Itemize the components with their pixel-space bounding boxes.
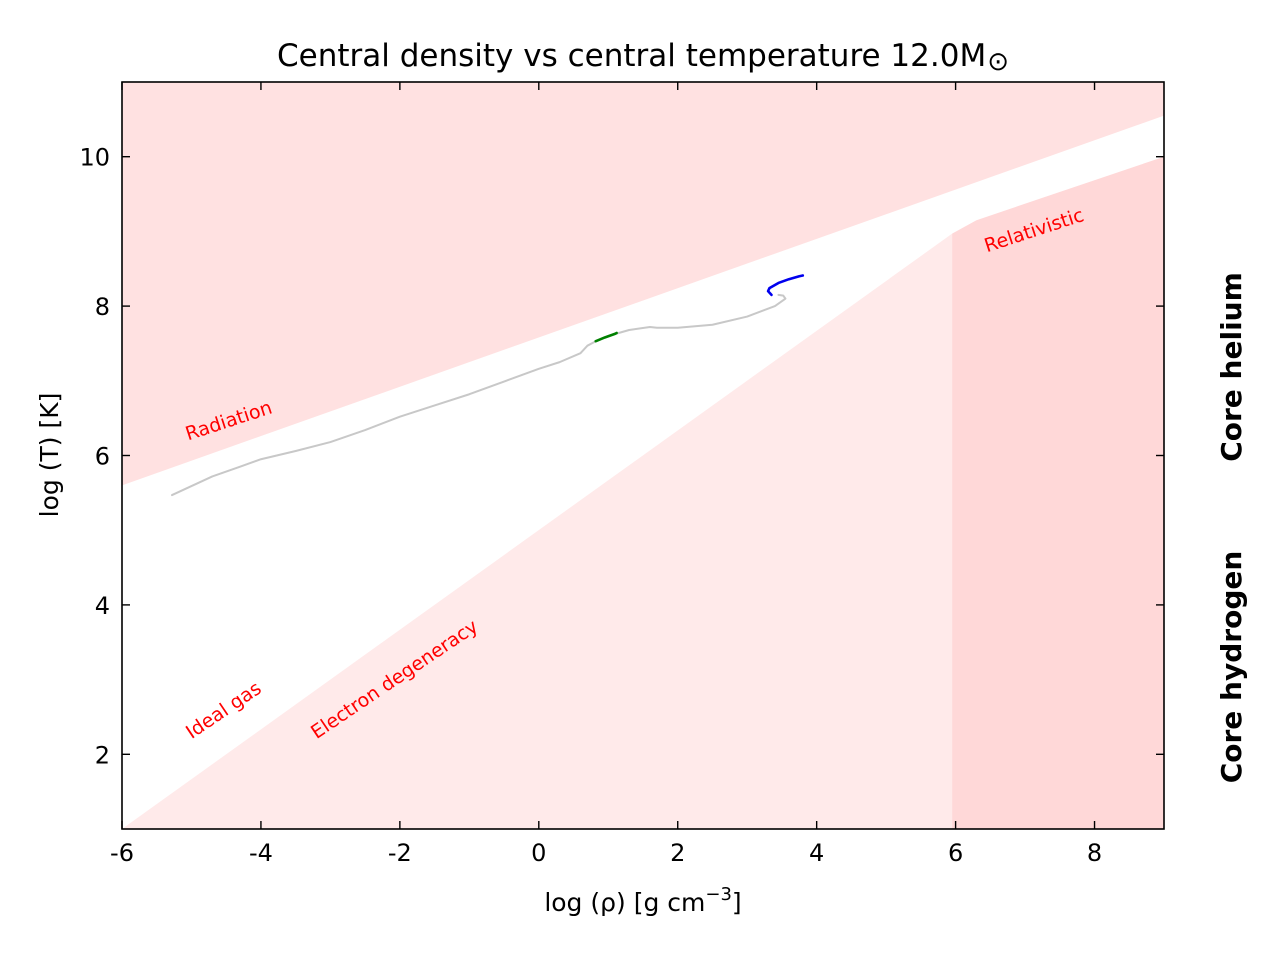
x-tick-label: -4 [249,839,273,867]
chart-title: Central density vs central temperature 1… [277,38,1009,77]
region-relativistic [952,156,1164,829]
x-tick-label: -6 [110,839,134,867]
x-axis-label: log (ρ) [g cm−3] [544,884,741,917]
y-tick-label: 2 [95,741,110,769]
y-tick-label: 10 [79,144,110,172]
series-track-0 [171,293,787,497]
side-label-core-hydrogen: Core hydrogen [1215,551,1248,784]
series-core-helium [766,274,805,297]
y-tick-label: 8 [95,293,110,321]
region-radiation [122,82,1164,486]
x-tick-label: -2 [388,839,412,867]
x-tick-label: 0 [531,839,546,867]
region-electron-degeneracy [122,233,953,829]
series-core-hydrogen [594,331,618,343]
x-tick-label: 8 [1087,839,1102,867]
x-tick-label: 4 [809,839,824,867]
y-tick-label: 4 [95,592,110,620]
x-tick-label: 6 [948,839,963,867]
y-tick-label: 6 [95,443,110,471]
x-tick-label: 2 [670,839,685,867]
side-label-core-helium: Core helium [1215,272,1248,462]
y-axis-label: log (T) [K] [35,393,64,518]
region-label-ideal-gas: Ideal gas [182,677,266,743]
